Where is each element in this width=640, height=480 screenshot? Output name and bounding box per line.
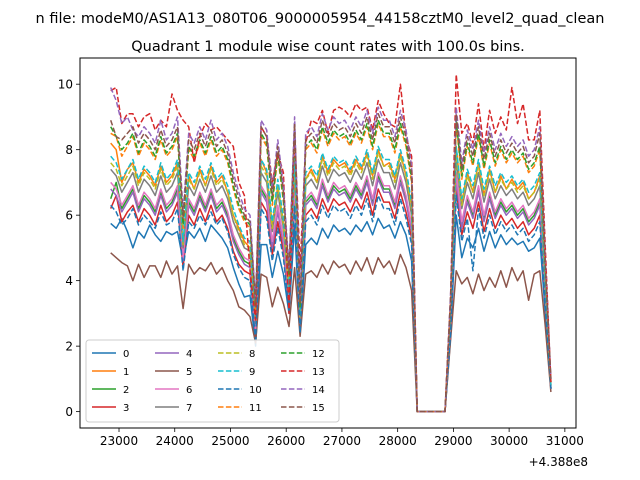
- x-tick-label: 29000: [434, 434, 472, 448]
- series-line-6: [110, 171, 552, 413]
- y-tick-label: 4: [65, 274, 73, 288]
- legend-label-2: 2: [123, 385, 129, 396]
- series-line-10: [110, 194, 552, 413]
- plot-area: [109, 73, 552, 413]
- legend-label-9: 9: [249, 367, 255, 378]
- x-tick-label: 28000: [379, 434, 417, 448]
- legend-label-10: 10: [249, 385, 262, 396]
- x-offset-label: +4.388e8: [529, 455, 588, 469]
- x-tick-label: 24000: [156, 434, 194, 448]
- legend-label-12: 12: [312, 349, 325, 360]
- y-tick-label: 10: [58, 78, 73, 92]
- legend-label-15: 15: [312, 403, 325, 414]
- figure-suptitle: n file: modeM0/AS1A13_080T06_9000005954_…: [36, 11, 605, 27]
- x-tick-label: 23000: [100, 434, 138, 448]
- legend-label-0: 0: [123, 349, 129, 360]
- legend-label-13: 13: [312, 367, 325, 378]
- series-line-9: [110, 145, 552, 413]
- legend-label-6: 6: [186, 385, 192, 396]
- legend-box: [85, 339, 340, 423]
- x-tick-label: 31000: [546, 434, 584, 448]
- legend-label-11: 11: [249, 403, 262, 414]
- y-tick-label: 8: [65, 143, 73, 157]
- x-tick-label: 25000: [211, 434, 249, 448]
- x-tick-label: 26000: [267, 434, 305, 448]
- axes-frame: [79, 57, 577, 429]
- legend-label-14: 14: [312, 385, 325, 396]
- x-axis: 23000 24000 25000 26000 27000 28000 29000 30000…: [100, 428, 584, 448]
- y-axis: 0 2 4 6 8 10: [58, 78, 80, 419]
- legend-label-8: 8: [249, 349, 255, 360]
- legend-label-3: 3: [123, 403, 129, 414]
- series-line-15: [109, 112, 552, 413]
- y-tick-label: 0: [65, 405, 73, 419]
- x-tick-label: 27000: [323, 434, 361, 448]
- legend-label-1: 1: [123, 367, 129, 378]
- series-line-5: [110, 252, 552, 413]
- y-tick-label: 6: [65, 209, 73, 223]
- legend-label-5: 5: [186, 367, 192, 378]
- chart-title: Quadrant 1 module wise count rates with …: [131, 39, 525, 55]
- x-tick-label: 30000: [490, 434, 528, 448]
- series-line-13: [110, 73, 552, 413]
- y-tick-label: 2: [65, 340, 73, 354]
- legend-label-7: 7: [186, 403, 192, 414]
- legend-label-4: 4: [186, 349, 192, 360]
